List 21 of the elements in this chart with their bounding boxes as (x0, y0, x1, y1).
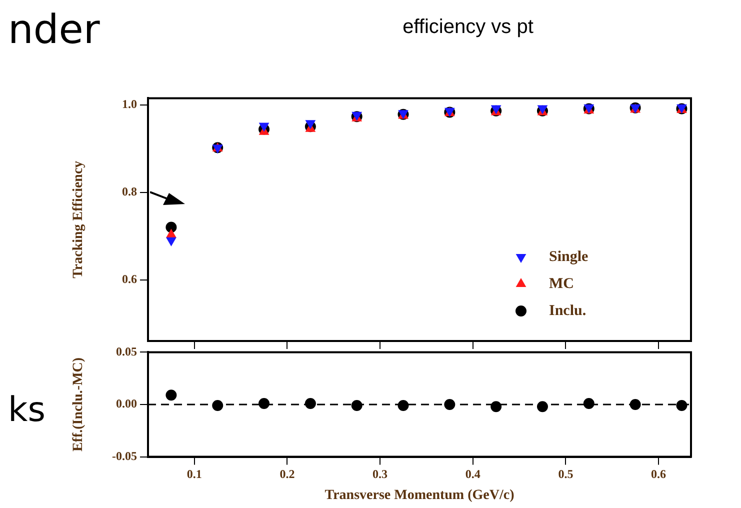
x-tick-label: 0.2 (280, 467, 295, 482)
chart-title: efficiency vs pt (402, 16, 534, 39)
y-tick-label: 0.00 (116, 396, 137, 411)
legend-label: Single (549, 248, 589, 265)
x-tick-label: 0.6 (651, 467, 666, 482)
x-tick-label: 0.1 (186, 467, 202, 482)
y-axis-title: Tracking Efficiency (71, 160, 86, 278)
y-tick-label: 0.6 (122, 272, 137, 286)
y-axis-title: Eff.(Inclu.-MC) (71, 357, 86, 452)
legend-label: Inclu. (549, 302, 586, 319)
y-tick-label: 0.8 (122, 184, 137, 198)
x-tick-label: 0.3 (372, 467, 388, 482)
x-tick-label: 0.4 (465, 467, 480, 482)
y-tick-label: 0.05 (116, 344, 137, 358)
y-tick-label: -0.05 (112, 448, 137, 463)
legend-label: MC (549, 276, 574, 292)
text: ks (8, 390, 46, 430)
y-tick-label: 1.0 (122, 96, 137, 111)
x-tick-label: 0.5 (558, 467, 574, 482)
text: nder (8, 7, 100, 53)
x-axis-title: Transverse Momentum (GeV/c) (324, 488, 515, 504)
